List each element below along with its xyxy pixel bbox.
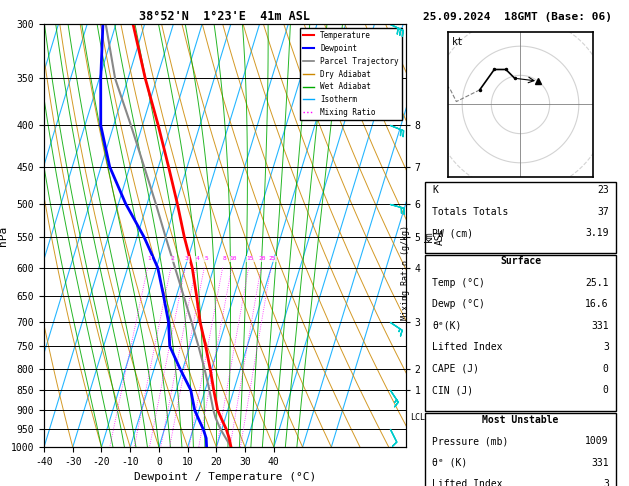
Text: 3: 3: [185, 256, 189, 261]
Text: 5: 5: [204, 256, 208, 261]
Text: 331: 331: [591, 321, 609, 331]
Text: CAPE (J): CAPE (J): [432, 364, 479, 374]
Bar: [425, 255, 616, 411]
Legend: Temperature, Dewpoint, Parcel Trajectory, Dry Adiabat, Wet Adiabat, Isotherm, Mi: Temperature, Dewpoint, Parcel Trajectory…: [299, 28, 402, 120]
Text: 1009: 1009: [585, 436, 609, 446]
Text: 2: 2: [171, 256, 174, 261]
Text: 25.1: 25.1: [585, 278, 609, 288]
Text: 10: 10: [230, 256, 237, 261]
Text: kt: kt: [452, 37, 464, 48]
Text: θᵉ (K): θᵉ (K): [432, 458, 467, 468]
Text: Mixing Ratio (g/kg): Mixing Ratio (g/kg): [401, 225, 410, 320]
X-axis label: Dewpoint / Temperature (°C): Dewpoint / Temperature (°C): [134, 472, 316, 483]
Title: 38°52'N  1°23'E  41m ASL: 38°52'N 1°23'E 41m ASL: [140, 10, 310, 23]
Text: 3: 3: [603, 342, 609, 352]
Text: 20: 20: [259, 256, 266, 261]
Text: Most Unstable: Most Unstable: [482, 415, 559, 425]
Text: Dewp (°C): Dewp (°C): [432, 299, 485, 309]
Text: Surface: Surface: [500, 256, 541, 266]
Text: Lifted Index: Lifted Index: [432, 479, 503, 486]
Text: CIN (J): CIN (J): [432, 385, 474, 395]
Text: 8: 8: [223, 256, 226, 261]
Text: 25.09.2024  18GMT (Base: 06): 25.09.2024 18GMT (Base: 06): [423, 12, 611, 22]
Bar: [425, 414, 616, 486]
Text: 331: 331: [591, 458, 609, 468]
Text: LCL: LCL: [410, 413, 425, 422]
Text: K: K: [432, 185, 438, 195]
Text: θᵉ(K): θᵉ(K): [432, 321, 462, 331]
Text: 0: 0: [603, 364, 609, 374]
Text: PW (cm): PW (cm): [432, 228, 474, 238]
Text: 3.19: 3.19: [585, 228, 609, 238]
Text: Lifted Index: Lifted Index: [432, 342, 503, 352]
Text: 4: 4: [196, 256, 199, 261]
Y-axis label: km
ASL: km ASL: [423, 227, 445, 244]
Bar: [425, 182, 616, 253]
Text: Temp (°C): Temp (°C): [432, 278, 485, 288]
Text: Totals Totals: Totals Totals: [432, 207, 509, 217]
Text: 0: 0: [603, 385, 609, 395]
Text: 3: 3: [603, 479, 609, 486]
Text: 37: 37: [597, 207, 609, 217]
Text: 16.6: 16.6: [585, 299, 609, 309]
Text: 15: 15: [247, 256, 254, 261]
Y-axis label: hPa: hPa: [0, 226, 8, 246]
Text: 23: 23: [597, 185, 609, 195]
Text: 1: 1: [148, 256, 152, 261]
Text: 25: 25: [269, 256, 276, 261]
Text: Pressure (mb): Pressure (mb): [432, 436, 509, 446]
